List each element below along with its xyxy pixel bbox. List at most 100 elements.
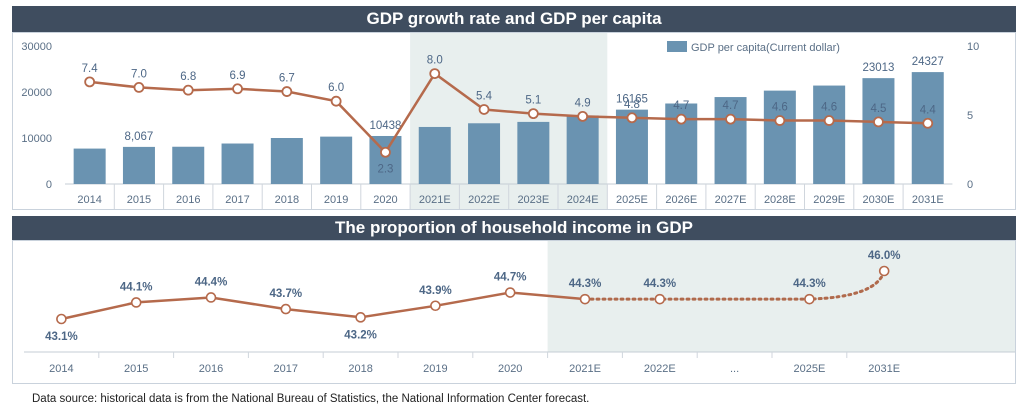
x-axis-tick-label: 2028E [764,194,796,206]
legend-label: GDP per capita(Current dollar) [691,42,840,54]
gdp-growth-point [380,146,391,158]
household-share-point [504,287,516,298]
x-axis-tick-label: 2014 [77,194,101,206]
x-axis-tick-label: 2022E [644,363,676,375]
gdp-per-capita-bar [221,143,254,184]
household-share-label: 46.0% [868,250,901,262]
household-share-label: 43.9% [419,285,452,297]
gdp-growth-point [478,104,490,115]
x-axis-tick-label: 2031E [912,194,944,206]
gdp-growth-label: 8.0 [427,55,443,67]
gdp-per-capita-bar-label: 23013 [862,62,894,74]
gdp-growth-label: 4.6 [772,102,788,114]
legend-swatch [667,41,687,52]
x-axis-tick-label: 2019 [423,363,447,375]
x-axis-tick-label: 2021E [419,194,451,206]
gdp-per-capita-bar [714,97,747,184]
right-axis-tick-label: 0 [967,179,973,191]
gdp-growth-label: 2.3 [377,163,393,175]
gdp-growth-point [675,113,687,125]
gdp-growth-point [281,86,293,97]
gdp-growth-point [626,112,638,124]
gdp-growth-label: 7.4 [82,63,99,75]
gdp-per-capita-bar [813,85,846,184]
gdp-per-capita-bar [122,146,155,184]
gdp-growth-label: 4.6 [821,102,837,114]
left-axis-tick-label: 20000 [21,87,52,99]
gdp-growth-point [527,108,539,120]
x-axis-tick-label: 2015 [127,194,151,206]
gdp-per-capita-bar [73,148,106,184]
left-axis-tick-label: 10000 [21,133,52,145]
household-share-point [130,297,142,308]
gdp-growth-label: 6.9 [230,70,246,82]
gdp-per-capita-bar [418,126,451,184]
gdp-growth-line [89,71,928,155]
gdp-growth-label: 6.0 [328,82,344,94]
gdp-per-capita-bar [862,78,895,184]
x-axis-tick-label: 2016 [199,363,223,375]
x-axis-tick-label: 2019 [324,194,348,206]
household-share-point [430,300,441,312]
x-axis-tick-label: 2030E [863,194,895,206]
gdp-growth-label: 4.9 [575,97,591,109]
household-share-label: 44.3% [793,278,826,290]
x-axis-tick-label: ... [730,363,739,375]
gdp-growth-point [182,84,194,96]
x-axis-tick-label: 2029E [813,194,845,206]
x-axis-tick-label: 2026E [665,194,697,206]
x-axis-tick-label: 2031E [868,363,900,375]
x-axis-tick-label: 2021E [569,363,601,375]
gdp-chart-title: GDP growth rate and GDP per capita [12,6,1016,32]
gdp-growth-point [133,82,145,93]
gdp-growth-label: 4.7 [673,100,689,112]
gdp-growth-label: 6.7 [279,73,295,85]
household-share-label: 44.3% [569,278,602,290]
gdp-per-capita-bar-label: 24327 [912,56,944,68]
gdp-per-capita-bar-label: 10438 [369,120,401,132]
gdp-per-capita-bar [320,136,353,184]
household-share-point [579,293,591,305]
gdp-per-capita-bar [369,135,402,184]
x-axis-tick-label: 2014 [49,363,73,375]
household-share-point [280,303,292,315]
gdp-per-capita-bar-label: 8,067 [125,131,154,143]
household-share-label: 44.3% [643,278,676,290]
household-share-point [56,313,67,325]
x-axis-tick-label: 2024E [567,194,599,206]
gdp-growth-label: 4.4 [920,104,937,116]
right-axis-tick-label: 5 [967,110,973,122]
household-share-point [878,265,890,277]
x-axis-tick-label: 2020 [373,194,397,206]
x-axis-tick-label: 2017 [225,194,249,206]
source-note: Data source: historical data is from the… [32,393,590,405]
household-share-point [804,293,815,305]
household-share-point [205,292,217,303]
gdp-per-capita-bar-label: 16165 [616,94,648,106]
gdp-per-capita-bar [566,115,599,184]
household-share-solid-line [61,291,586,321]
x-axis-tick-label: 2015 [124,363,148,375]
household-share-label: 43.2% [344,329,377,341]
gdp-growth-point [823,115,835,126]
x-axis-tick-label: 2018 [275,194,299,206]
gdp-growth-point [429,68,441,79]
x-axis-tick-label: 2017 [274,363,298,375]
gdp-growth-label: 5.4 [476,90,493,102]
forecast-shaded-area [547,241,1015,352]
household-share-label: 43.7% [269,288,302,300]
x-axis-tick-label: 2018 [348,363,372,375]
gdp-per-capita-bar [468,123,501,184]
household-share-label: 43.1% [45,331,78,343]
gdp-growth-label: 7.0 [131,68,147,80]
household-chart-title: The proportion of household income in GD… [12,216,1016,240]
household-share-point [654,293,666,305]
left-axis-tick-label: 0 [46,179,52,191]
gdp-growth-label: 6.8 [180,71,196,83]
gdp-growth-point [873,116,884,128]
gdp-growth-point [922,117,934,129]
x-axis-tick-label: 2020 [498,363,522,375]
household-chart-frame [12,240,1016,384]
gdp-growth-label: 5.1 [525,95,541,107]
